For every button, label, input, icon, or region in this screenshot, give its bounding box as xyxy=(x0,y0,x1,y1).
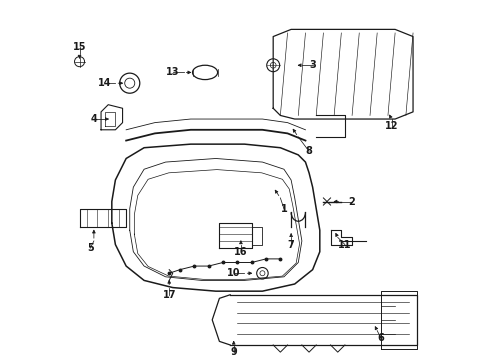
Text: 3: 3 xyxy=(308,60,315,70)
Text: 15: 15 xyxy=(73,42,86,52)
Text: 9: 9 xyxy=(230,347,237,357)
Text: 17: 17 xyxy=(162,290,176,300)
Text: 10: 10 xyxy=(226,268,240,278)
Text: 12: 12 xyxy=(384,121,397,131)
Text: 16: 16 xyxy=(234,247,247,257)
Text: 5: 5 xyxy=(87,243,94,253)
Text: 1: 1 xyxy=(280,204,287,214)
Text: 2: 2 xyxy=(348,197,355,207)
Text: 4: 4 xyxy=(90,114,97,124)
Text: 11: 11 xyxy=(338,239,351,249)
Text: 13: 13 xyxy=(166,67,179,77)
Text: 7: 7 xyxy=(287,239,294,249)
Text: 6: 6 xyxy=(377,333,384,343)
Text: 14: 14 xyxy=(98,78,111,88)
Text: 8: 8 xyxy=(305,146,312,156)
